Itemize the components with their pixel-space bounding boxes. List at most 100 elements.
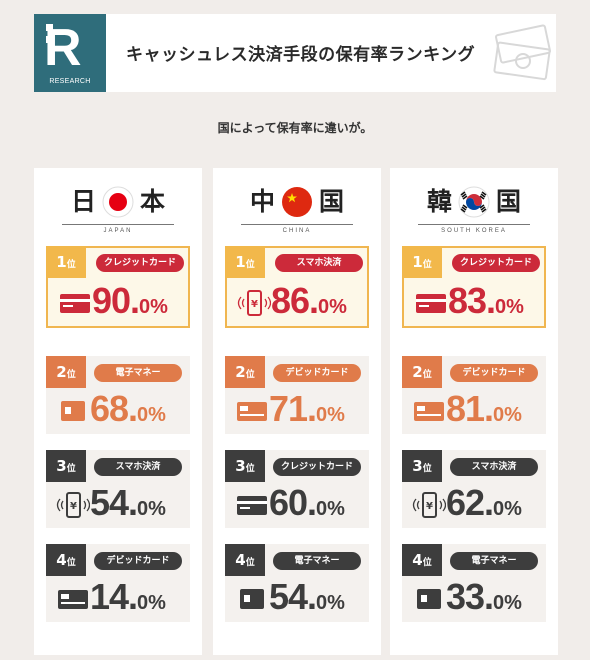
payment-method-label: デビッドカード <box>450 364 538 382</box>
logo-text: RESEARCH <box>49 78 91 85</box>
payment-method-label: クレジットカード <box>96 254 184 272</box>
rank-card: 3位 クレジットカード 60.0% <box>225 450 369 528</box>
rank-badge: 4位 <box>402 544 442 576</box>
rank-card: 1位 クレジットカード 90.0% <box>46 246 190 328</box>
payment-method-label: デビッドカード <box>94 552 182 570</box>
smartphone-payment-icon <box>412 492 446 518</box>
country-name-right: 国 <box>319 187 345 216</box>
country-name: 韓国 <box>390 184 558 219</box>
debit-card-icon <box>414 402 444 421</box>
rank-badge: 3位 <box>402 450 442 482</box>
smartphone-payment-icon <box>56 492 90 518</box>
rank-card: 1位 スマホ決済 86.0% <box>225 246 369 328</box>
ic-card-icon <box>61 401 85 421</box>
rank-number: 1 <box>235 253 246 271</box>
rank-card: 4位 電子マネー 33.0% <box>402 544 546 622</box>
country-name-right: 国 <box>496 187 522 216</box>
rank-badge: 1位 <box>46 246 86 278</box>
country-roman: CHINA <box>282 228 312 234</box>
rank-badge: 4位 <box>225 544 265 576</box>
china-flag <box>275 186 319 217</box>
rate-decimal: 0% <box>139 296 168 318</box>
rank-badge: 1位 <box>225 246 265 278</box>
rate-decimal: 0% <box>137 404 166 426</box>
rate-decimal: 0% <box>318 296 347 318</box>
banknote-icon <box>493 24 551 81</box>
divider <box>62 224 174 225</box>
rank-number: 2 <box>235 363 246 381</box>
rank-badge: 2位 <box>46 356 86 388</box>
rate-value: 86. <box>271 280 319 321</box>
rank-suffix: 位 <box>422 370 432 380</box>
ownership-rate: 83.0% <box>448 280 524 328</box>
country-name-left: 日 <box>70 187 96 216</box>
rank-suffix: 位 <box>66 464 76 474</box>
country-roman: JAPAN <box>103 228 133 234</box>
payment-method-label: 電子マネー <box>94 364 182 382</box>
rank-number: 3 <box>56 457 67 475</box>
rank-badge: 2位 <box>225 356 265 388</box>
rate-value: 54. <box>90 482 138 523</box>
rank-suffix: 位 <box>66 260 76 270</box>
rank-suffix: 位 <box>422 558 432 568</box>
ownership-rate: 90.0% <box>92 280 168 328</box>
rank-card: 1位 クレジットカード 83.0% <box>402 246 546 328</box>
credit-card-icon <box>237 496 267 515</box>
page-title: キャッシュレス決済手段の保有率ランキング <box>126 45 476 65</box>
rank-badge: 2位 <box>402 356 442 388</box>
payment-method-label: スマホ決済 <box>275 254 363 272</box>
rate-decimal: 0% <box>137 498 166 520</box>
rank-suffix: 位 <box>66 370 76 380</box>
rate-decimal: 0% <box>137 592 166 614</box>
divider <box>418 224 530 225</box>
country-name-right: 本 <box>140 187 166 216</box>
ownership-rate: 71.0% <box>269 388 345 436</box>
country-name: 中国 <box>213 184 381 219</box>
ownership-rate: 14.0% <box>90 576 166 624</box>
rank-badge: 1位 <box>402 246 442 278</box>
ownership-rate: 62.0% <box>446 482 522 530</box>
divider <box>241 224 353 225</box>
chart-subtitle: 国によって保有率に違いが。 <box>217 121 373 135</box>
logo-letter: R <box>44 19 82 77</box>
country-name: 日本 <box>34 184 202 219</box>
rate-decimal: 0% <box>493 498 522 520</box>
country-column: 韓国 SOUTH KOREA 1位 クレジットカード 83.0% 2位 デビッドカード 81.… <box>390 168 558 655</box>
rate-value: 90. <box>92 280 140 321</box>
country-header: 日本 JAPAN <box>34 180 202 236</box>
rate-value: 71. <box>269 388 317 429</box>
rate-decimal: 0% <box>495 296 524 318</box>
ownership-rate: 33.0% <box>446 576 522 624</box>
rate-value: 68. <box>90 388 138 429</box>
korea-flag <box>452 186 496 218</box>
rate-decimal: 0% <box>493 592 522 614</box>
country-header: 韓国 SOUTH KOREA <box>390 180 558 236</box>
payment-method-label: クレジットカード <box>273 458 361 476</box>
rate-decimal: 0% <box>316 404 345 426</box>
rank-card: 4位 電子マネー 54.0% <box>225 544 369 622</box>
rank-card: 2位 デビッドカード 71.0% <box>225 356 369 434</box>
rank-suffix: 位 <box>422 260 432 270</box>
payment-method-label: スマホ決済 <box>450 458 538 476</box>
rate-value: 60. <box>269 482 317 523</box>
rank-number: 4 <box>412 551 423 569</box>
rank-suffix: 位 <box>245 370 255 380</box>
country-header: 中国 CHINA <box>213 180 381 236</box>
rate-decimal: 0% <box>493 404 522 426</box>
header-banner: R RESEARCH キャッシュレス決済手段の保有率ランキング <box>34 14 556 92</box>
rank-card: 2位 電子マネー 68.0% <box>46 356 190 434</box>
rate-value: 62. <box>446 482 494 523</box>
country-column: 中国 CHINA 1位 スマホ決済 86.0% 2位 デビッドカード 71.0% 3位 クレジット… <box>213 168 381 655</box>
japan-flag <box>96 186 140 218</box>
rate-decimal: 0% <box>316 498 345 520</box>
rank-badge: 4位 <box>46 544 86 576</box>
rate-value: 83. <box>448 280 496 321</box>
ic-card-icon <box>417 589 441 609</box>
country-column: 日本 JAPAN 1位 クレジットカード 90.0% 2位 電子マネー 68.0% 3位 スマホ決… <box>34 168 202 655</box>
ownership-rate: 81.0% <box>446 388 522 436</box>
rate-value: 14. <box>90 576 138 617</box>
rank-number: 2 <box>56 363 67 381</box>
ownership-rate: 68.0% <box>90 388 166 436</box>
payment-method-label: デビッドカード <box>273 364 361 382</box>
logo-square-icon <box>46 36 53 43</box>
